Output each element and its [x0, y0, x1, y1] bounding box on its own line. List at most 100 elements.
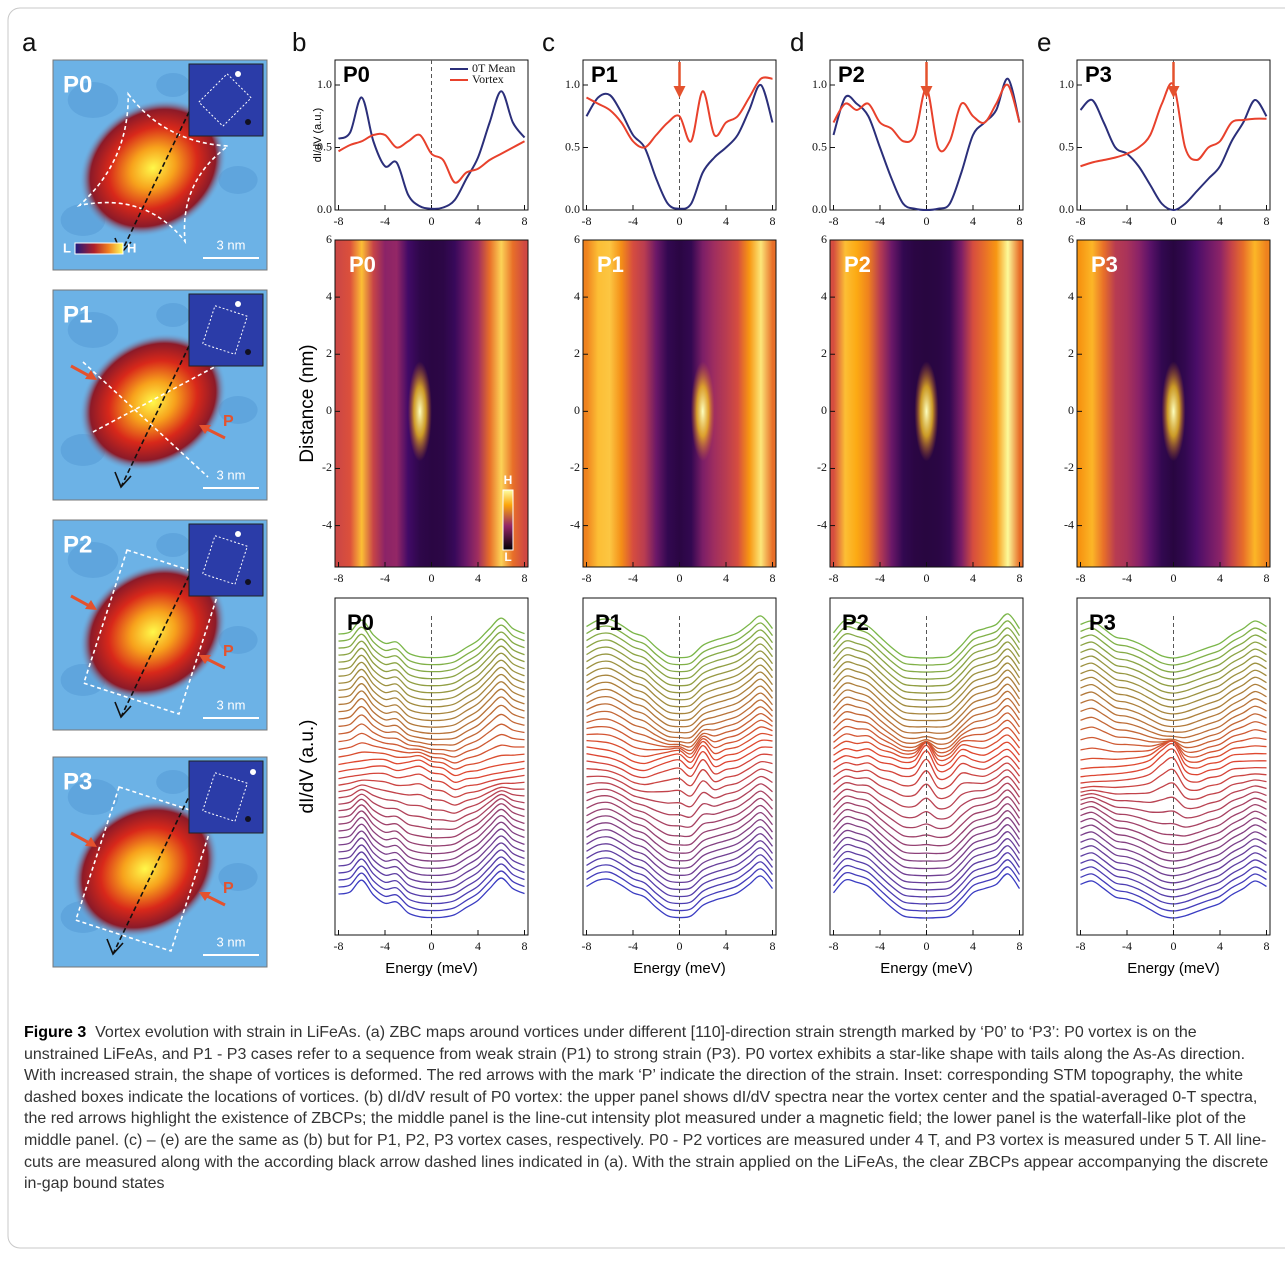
y-tick-label: 6 [821, 232, 827, 246]
plot-title: P3 [1085, 62, 1112, 87]
x-tick-label: 0 [677, 939, 683, 953]
x-tick-label: 8 [522, 571, 528, 585]
y-tick-label: 0.5 [812, 139, 827, 153]
x-tick-label: -4 [875, 214, 885, 228]
x-tick-label: 8 [1264, 571, 1270, 585]
x-tick-label: 8 [522, 214, 528, 228]
inset-defect [235, 301, 241, 307]
x-tick-label: 0 [429, 939, 435, 953]
x-tick-label: -4 [1122, 571, 1132, 585]
y-tick-label: 2 [326, 346, 332, 360]
x-tick-label: 8 [770, 571, 776, 585]
scale-bar-label: 3 nm [217, 237, 246, 252]
x-tick-label: 8 [1264, 214, 1270, 228]
x-tick-label: 4 [1217, 571, 1223, 585]
scale-bar-label: 3 nm [217, 697, 246, 712]
topography-inset [189, 294, 263, 366]
x-axis-label: Energy (meV) [1127, 960, 1220, 977]
map-spot [156, 533, 190, 557]
y-tick-label: -4 [322, 517, 332, 531]
y-tick-label: -2 [322, 460, 332, 474]
x-tick-label: 4 [723, 214, 729, 228]
y-tick-label: 1.0 [317, 77, 332, 91]
heatmap-label: P0 [349, 252, 376, 277]
inset-defect [235, 531, 241, 537]
x-tick-label: 4 [1217, 939, 1223, 953]
x-tick-label: -8 [828, 214, 838, 228]
x-tick-label: 0 [677, 214, 683, 228]
y-tick-label: 2 [821, 346, 827, 360]
colorbar [75, 243, 123, 254]
heatmap-label: P1 [597, 252, 624, 277]
x-tick-label: -8 [581, 571, 591, 585]
x-tick-label: -4 [628, 939, 638, 953]
colorbar-high: H [127, 240, 136, 255]
scale-bar-label: 3 nm [217, 934, 246, 949]
scale-bar-label: 3 nm [217, 467, 246, 482]
x-tick-label: 4 [970, 571, 976, 585]
caption-label: Figure 3 [24, 1024, 86, 1041]
colorbar-low: L [63, 240, 71, 255]
x-tick-label: -4 [380, 214, 390, 228]
y-tick-label: 4 [1068, 289, 1074, 303]
y-tick-label: 0 [574, 403, 580, 417]
x-tick-label: 4 [723, 571, 729, 585]
topography-inset [189, 524, 263, 596]
y-axis-label: dI/dV (a.u.) [312, 108, 324, 162]
x-tick-label: 4 [475, 939, 481, 953]
x-tick-label: 8 [1017, 571, 1023, 585]
caption-text: Vortex evolution with strain in LiFeAs. … [24, 1024, 1268, 1192]
x-tick-label: 0 [429, 571, 435, 585]
y-tick-label: 2 [574, 346, 580, 360]
waterfall-label: P3 [1089, 610, 1116, 635]
heatmap-label: P3 [1091, 252, 1118, 277]
y-tick-label: 6 [574, 232, 580, 246]
zbcp-glow [691, 361, 715, 461]
inset-defect [245, 579, 251, 585]
waterfall-label: P2 [842, 610, 869, 635]
waterfall-label: P0 [347, 610, 374, 635]
x-tick-label: 8 [770, 939, 776, 953]
figure-page: abcde3 nmP0LH3 nmP1P3 nmP2P3 nmP3P0.00.5… [0, 0, 1285, 1266]
y-tick-label: -2 [570, 460, 580, 474]
y-tick-label: 4 [574, 289, 580, 303]
y-tick-label: 0.5 [565, 139, 580, 153]
panel-letter: e [1037, 27, 1051, 57]
x-tick-label: -8 [581, 214, 591, 228]
x-tick-label: 0 [1171, 939, 1177, 953]
y-axis-label: dI/dV (a.u.) [297, 720, 318, 814]
y-tick-label: 0.0 [1059, 202, 1074, 216]
zbc-map: 3 nm P3 P [44, 757, 267, 967]
panel-letter: a [22, 27, 37, 57]
x-tick-label: 4 [1217, 214, 1223, 228]
y-tick-label: -4 [1064, 517, 1074, 531]
x-axis-label: Energy (meV) [385, 960, 478, 977]
map-spot [156, 770, 190, 794]
y-tick-label: 0.0 [565, 202, 580, 216]
x-tick-label: 0 [924, 214, 930, 228]
zbcp-glow [915, 361, 939, 461]
y-tick-label: 0 [1068, 403, 1074, 417]
map-label: P3 [63, 768, 92, 795]
strain-label: P [223, 643, 234, 660]
y-tick-label: 4 [821, 289, 827, 303]
caption: Figure 3 Vortex evolution with strain in… [24, 1022, 1274, 1195]
colorbar [503, 490, 513, 550]
map-spot [156, 303, 190, 327]
y-tick-label: 2 [1068, 346, 1074, 360]
x-tick-label: -4 [1122, 214, 1132, 228]
x-tick-label: -4 [628, 571, 638, 585]
y-tick-label: 0.0 [317, 202, 332, 216]
strain-label: P [223, 880, 234, 897]
strain-label: P [223, 413, 234, 430]
x-tick-label: 4 [723, 939, 729, 953]
x-tick-label: -8 [333, 214, 343, 228]
x-axis-label: Energy (meV) [633, 960, 726, 977]
heatmap-label: P2 [844, 252, 871, 277]
zbc-map: 3 nmP0LH [49, 60, 267, 271]
x-tick-label: 4 [475, 214, 481, 228]
map-spot [156, 73, 190, 97]
x-tick-label: 4 [970, 214, 976, 228]
y-tick-label: 1.0 [812, 77, 827, 91]
x-tick-label: 0 [677, 571, 683, 585]
